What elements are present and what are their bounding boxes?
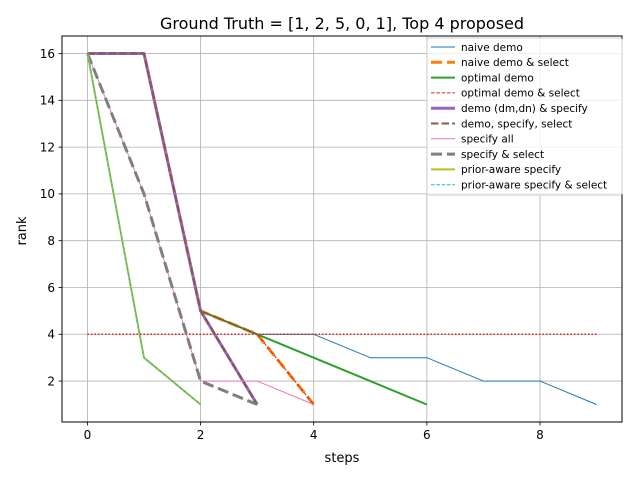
legend-label: specify all <box>461 134 514 146</box>
x-tick-label: 8 <box>536 428 544 442</box>
legend: naive demo naive demo & select optimal dem… <box>426 37 623 196</box>
y-tick-label: 8 <box>47 234 55 248</box>
x-axis-label: steps <box>325 451 360 466</box>
plot-frame <box>61 35 623 423</box>
legend-label: demo, specify, select <box>461 118 572 130</box>
legend-box <box>426 37 623 196</box>
x-tick-label: 4 <box>310 428 318 442</box>
legend-label: naive demo <box>461 42 523 54</box>
legend-label: optimal demo <box>461 72 534 84</box>
legend-label: optimal demo & select <box>461 88 580 100</box>
series-line <box>86 52 258 406</box>
chart-title: Ground Truth = [1, 2, 5, 0, 1], Top 4 pr… <box>160 14 524 33</box>
series-line <box>87 52 259 406</box>
x-tick-label: 6 <box>423 428 431 442</box>
series-lines <box>86 52 597 406</box>
y-tick-label: 2 <box>47 374 55 388</box>
y-axis-label: rank <box>15 216 30 246</box>
legend-label: specify & select <box>461 149 544 161</box>
legend-label: prior-aware specify & select <box>461 180 607 192</box>
y-tick-label: 16 <box>40 47 55 61</box>
axis-ticks: 0 2 4 6 8 2 4 6 8 10 12 14 16 <box>40 47 544 442</box>
y-tick-label: 4 <box>47 328 55 342</box>
legend-label: naive demo & select <box>461 57 569 69</box>
y-tick-label: 12 <box>40 140 55 154</box>
y-tick-label: 14 <box>40 94 55 108</box>
y-tick-label: 10 <box>40 187 55 201</box>
x-tick-label: 0 <box>84 428 92 442</box>
x-tick-label: 2 <box>197 428 205 442</box>
y-tick-label: 6 <box>47 281 55 295</box>
legend-label: prior-aware specify <box>461 164 561 176</box>
legend-label: demo (dm,dn) & specify <box>461 103 588 115</box>
series-line <box>87 53 201 405</box>
